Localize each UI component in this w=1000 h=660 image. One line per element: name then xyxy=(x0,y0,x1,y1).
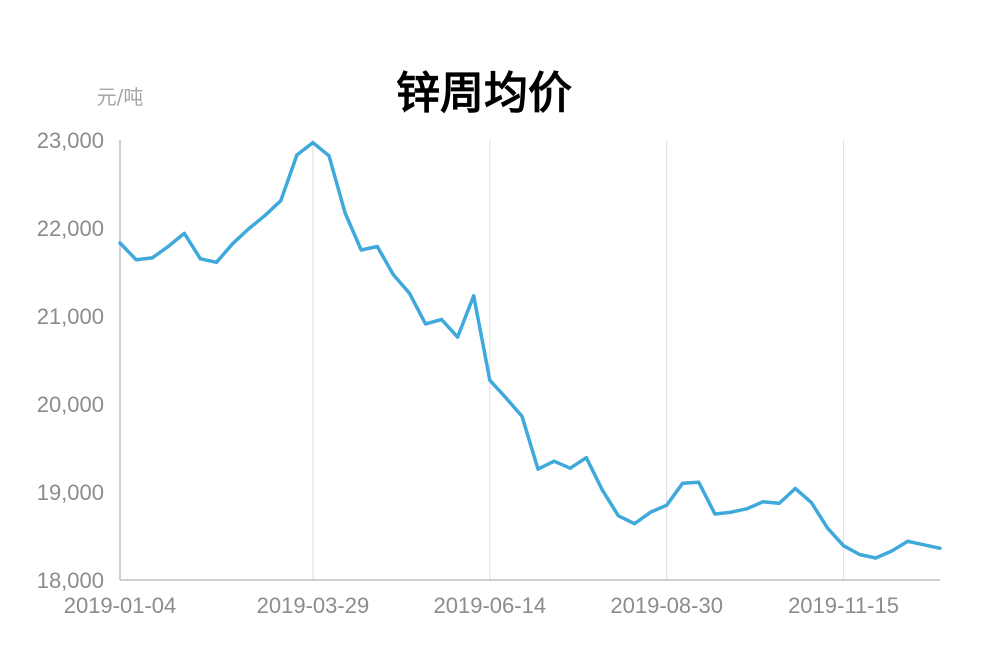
series-line xyxy=(118,140,942,560)
series-group xyxy=(118,140,942,560)
data-point xyxy=(440,317,444,322)
data-point xyxy=(665,503,669,507)
data-point xyxy=(327,154,331,158)
data-point xyxy=(520,414,524,418)
gridlines xyxy=(312,140,845,580)
data-point xyxy=(504,396,508,400)
data-point xyxy=(488,378,492,382)
data-point xyxy=(697,480,701,484)
data-point xyxy=(568,466,572,470)
data-point xyxy=(809,501,814,505)
data-point xyxy=(777,501,781,505)
data-point xyxy=(906,539,910,543)
x-tick-label: 2019-08-30 xyxy=(610,593,723,618)
data-point xyxy=(375,244,379,249)
x-tick-label: 2019-11-15 xyxy=(788,593,899,618)
x-tick-label: 2019-01-04 xyxy=(64,593,177,618)
data-point xyxy=(263,214,267,218)
data-point xyxy=(616,514,621,518)
data-point xyxy=(423,322,428,326)
data-point xyxy=(150,256,154,260)
y-tick-label: 18,000 xyxy=(37,568,104,593)
data-point xyxy=(472,294,476,298)
y-tick-label: 22,000 xyxy=(37,216,104,241)
data-point xyxy=(182,231,186,235)
x-tick-label: 2019-03-29 xyxy=(257,593,370,618)
data-point xyxy=(247,227,251,231)
data-point xyxy=(841,544,846,548)
x-axis-ticks: 2019-01-04 2019-03-29 2019-06-14 2019-08-30… xyxy=(64,593,899,618)
data-point xyxy=(536,467,540,471)
y-tick-label: 23,000 xyxy=(37,128,104,153)
data-point xyxy=(745,507,749,511)
data-point xyxy=(456,335,460,339)
data-point xyxy=(938,546,942,550)
data-point xyxy=(729,510,733,514)
chart-title: 锌周均价 xyxy=(396,68,572,119)
data-point xyxy=(311,141,315,145)
data-point xyxy=(793,486,797,491)
data-point xyxy=(890,549,894,553)
y-tick-label: 20,000 xyxy=(37,392,104,417)
data-point xyxy=(632,522,637,526)
data-point xyxy=(295,153,299,157)
data-point xyxy=(713,512,717,516)
data-point xyxy=(407,291,411,295)
data-point xyxy=(214,260,219,264)
data-point xyxy=(134,258,138,262)
data-point xyxy=(343,211,347,215)
data-point xyxy=(825,526,830,530)
x-tick-label: 2019-06-14 xyxy=(434,593,547,618)
data-point xyxy=(858,552,862,557)
y-tick-label: 19,000 xyxy=(37,480,104,505)
data-point xyxy=(166,244,170,249)
data-point xyxy=(922,543,926,547)
data-point xyxy=(874,556,878,560)
data-point xyxy=(391,273,395,277)
y-axis-unit-label: 元/吨 xyxy=(97,85,144,109)
data-point xyxy=(681,481,685,485)
data-point xyxy=(198,257,202,261)
data-point xyxy=(649,510,653,514)
data-point xyxy=(230,242,235,246)
data-point xyxy=(359,248,363,252)
data-point xyxy=(552,459,556,463)
data-point xyxy=(761,500,765,504)
y-axis-ticks: 18,000 19,000 20,000 21,000 22,000 23,000 xyxy=(37,128,104,593)
data-point xyxy=(584,456,588,460)
data-point xyxy=(118,241,122,245)
y-tick-label: 21,000 xyxy=(37,304,104,329)
data-point xyxy=(279,199,283,203)
data-point xyxy=(600,488,605,492)
